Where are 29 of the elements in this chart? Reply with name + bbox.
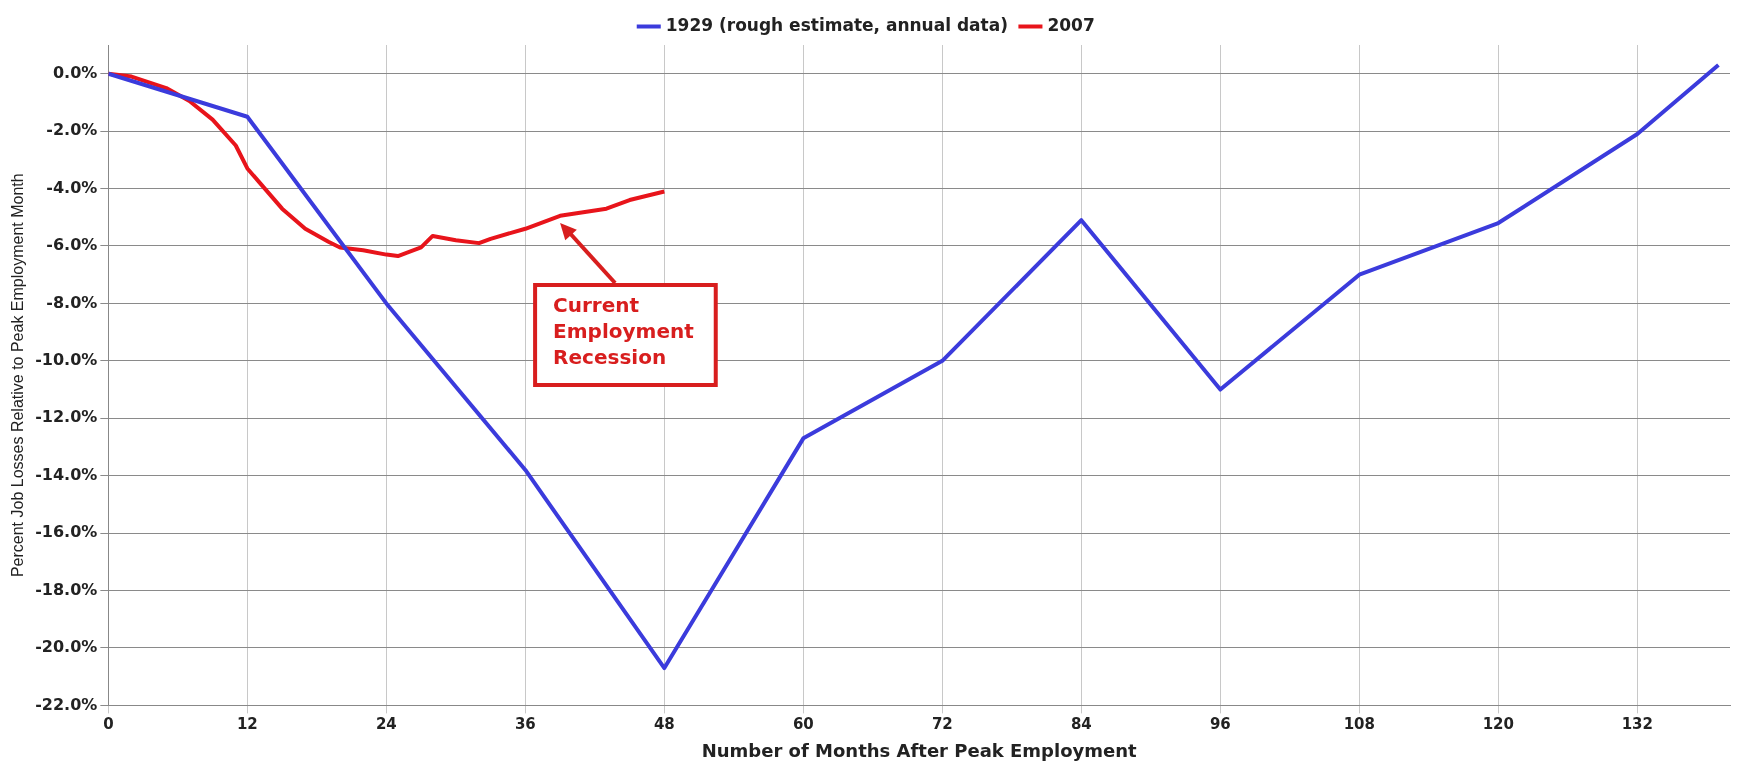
legend-label: 2007 <box>1047 14 1095 35</box>
x-tick-label: 84 <box>1070 715 1092 734</box>
x-tick-label: 132 <box>1621 715 1653 734</box>
y-tick-label: -4.0% <box>46 177 98 197</box>
annotation: Current Employment Recession <box>553 293 695 370</box>
y-tick-label: -8.0% <box>46 292 98 312</box>
y-tick-label: -2.0% <box>46 120 98 140</box>
y-tick-label: -10.0% <box>35 350 98 369</box>
y-tick-label: -12.0% <box>35 407 98 427</box>
x-tick-label: 60 <box>792 715 814 734</box>
y-axis-title: Percent Job Losses Relative to Peak Employment Month <box>9 173 27 578</box>
x-tick-label: 72 <box>931 715 953 734</box>
y-tick-label: -16.0% <box>35 522 98 542</box>
y-tick-label: -20.0% <box>35 637 98 657</box>
x-tick-label: 12 <box>236 715 258 734</box>
x-tick-label: 96 <box>1209 715 1231 734</box>
y-tick-label: -6.0% <box>46 235 98 255</box>
y-tick-label: -18.0% <box>35 579 98 599</box>
x-tick-label: 24 <box>375 715 397 734</box>
x-axis-title: Number of Months After Peak Employment <box>701 739 1138 761</box>
y-tick-label: 0.0% <box>52 62 98 82</box>
y-tick-label: -14.0% <box>35 464 98 484</box>
y-tick-label: -22.0% <box>35 694 98 714</box>
x-tick-label: 108 <box>1343 715 1375 734</box>
x-tick-label: 120 <box>1482 715 1514 734</box>
x-tick-label: 48 <box>653 715 675 734</box>
x-tick-label: 0 <box>103 715 114 734</box>
legend-label: 1929 (rough estimate, annual data) <box>665 14 1008 35</box>
x-tick-label: 36 <box>514 715 536 734</box>
